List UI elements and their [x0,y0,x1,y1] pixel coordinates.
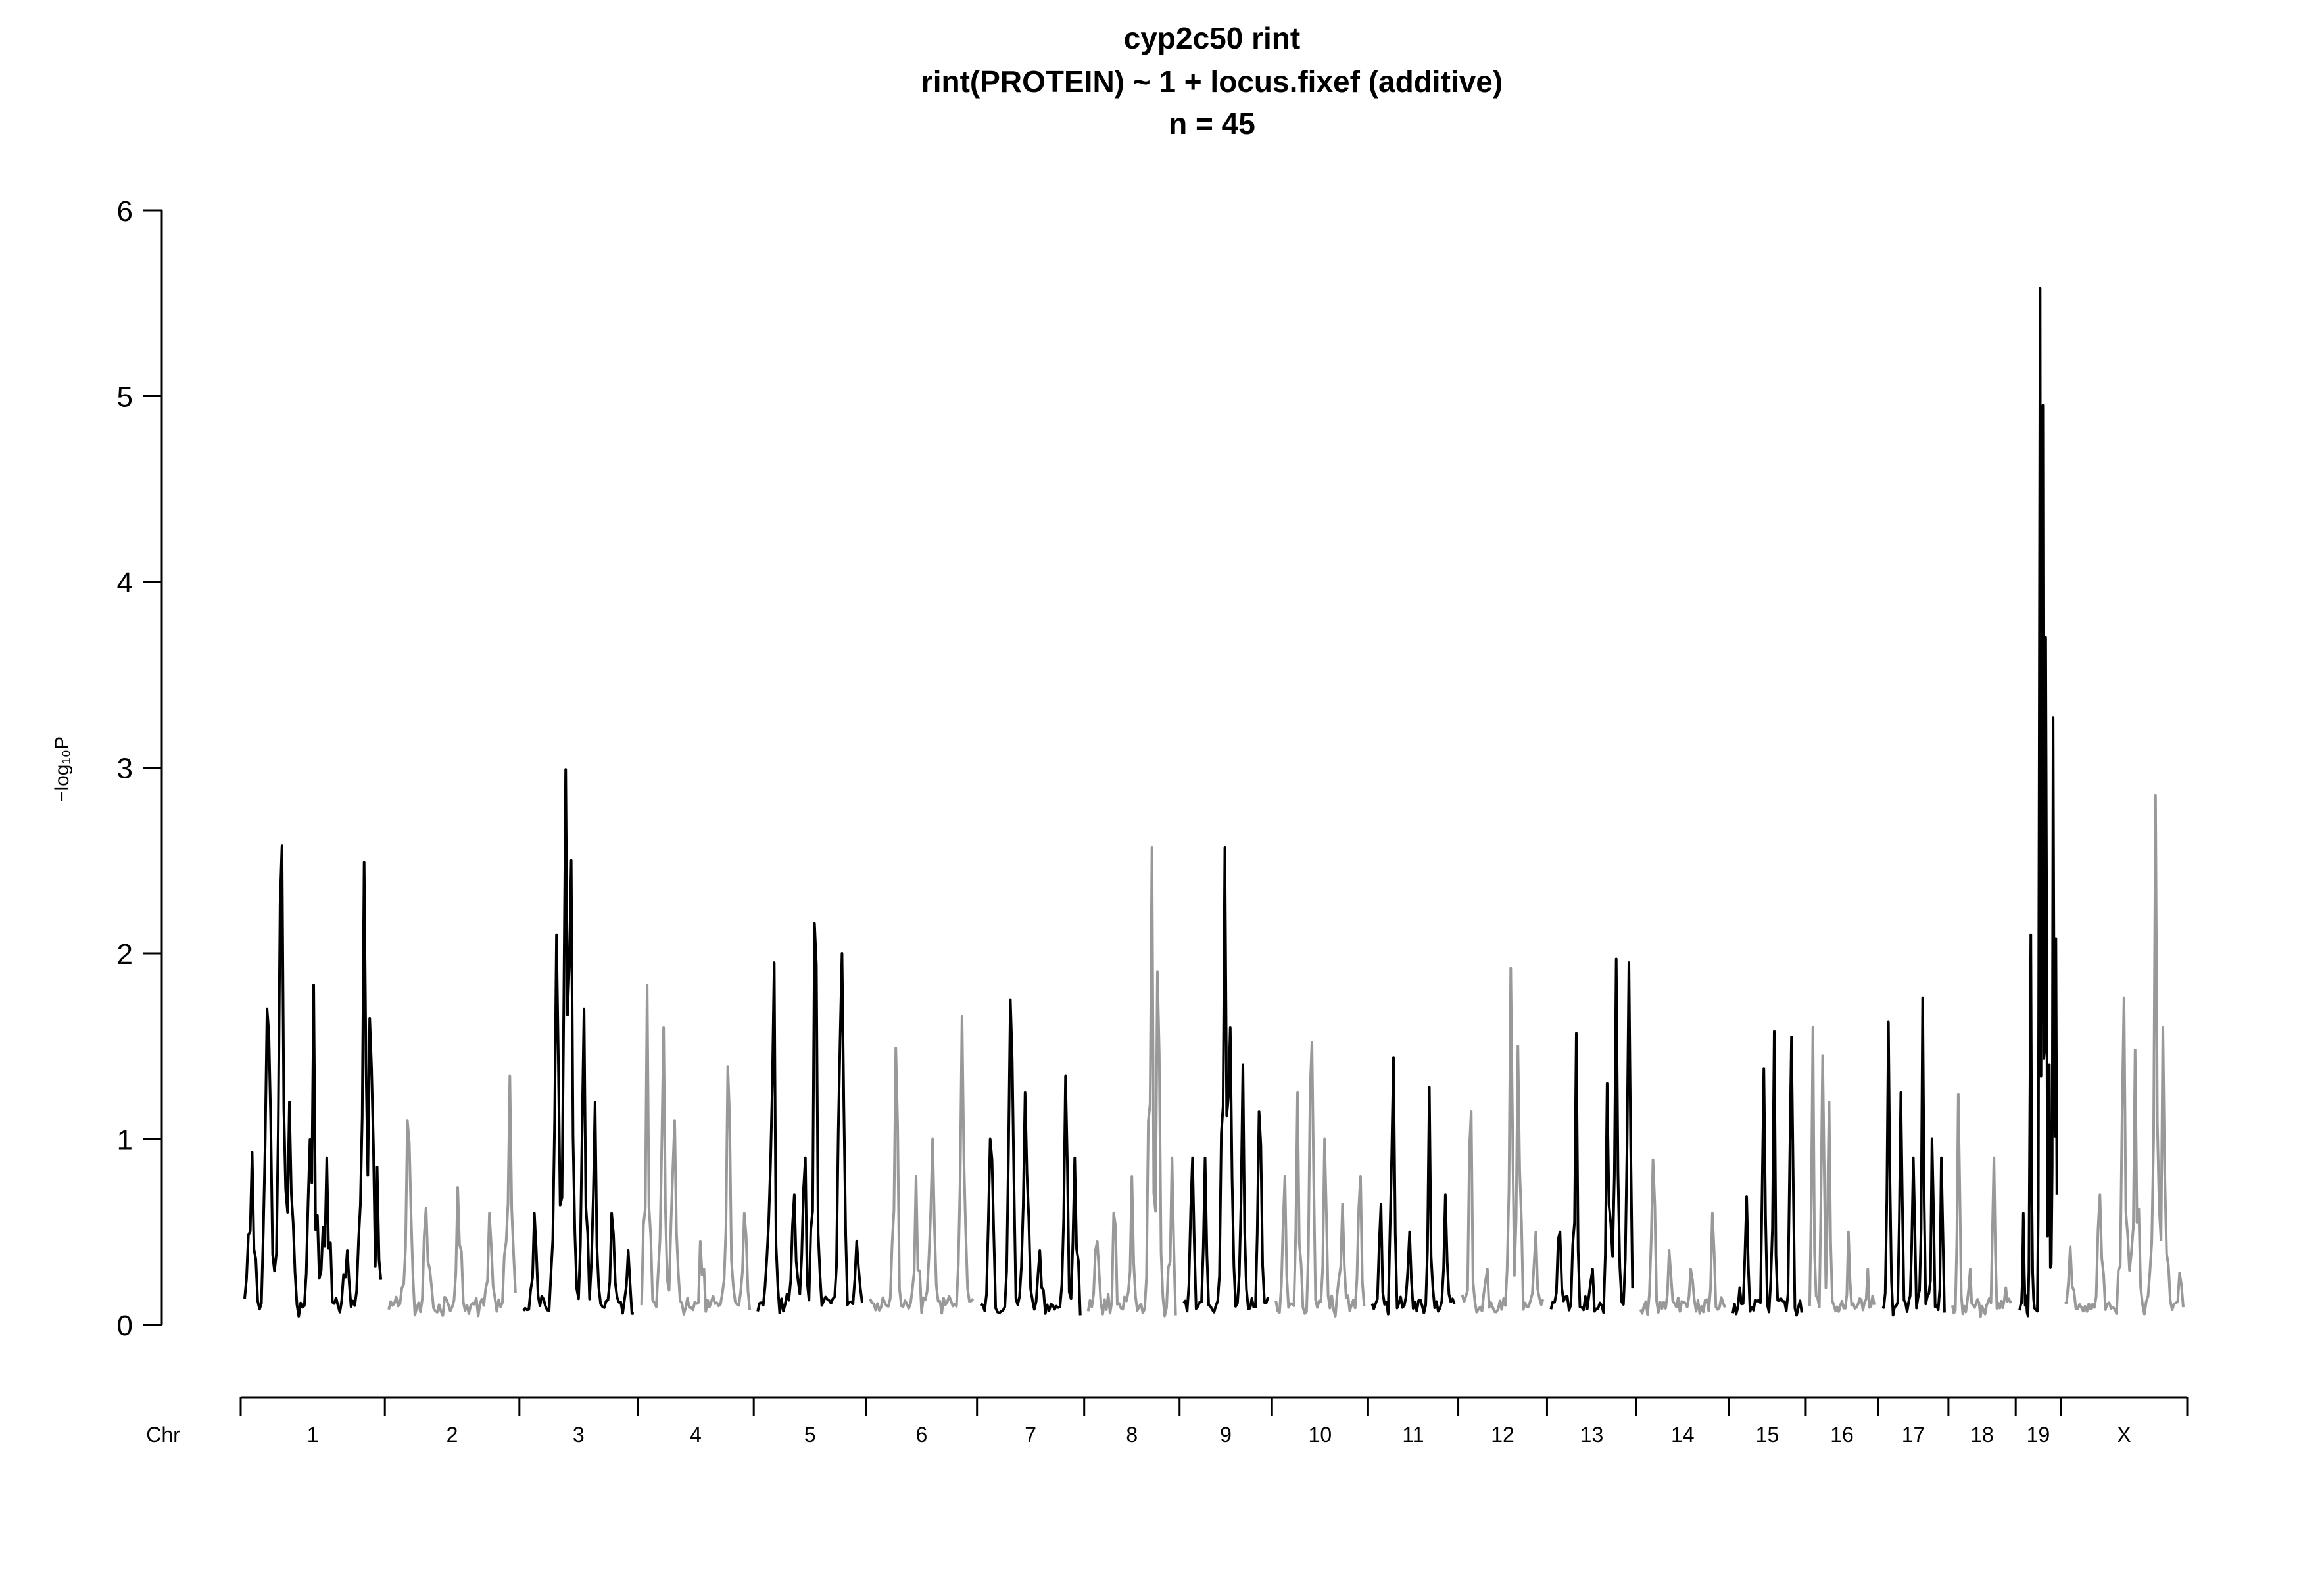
y-tick-label: 6 [117,195,133,227]
chromosome-series-line-3 [522,768,635,1316]
chromosome-series-line-12 [1461,967,1545,1314]
chart-subtitle: rint(PROTEIN) ~ 1 + locus.fixef (additiv… [921,64,1503,99]
x-tick-label-chr-7: 7 [1025,1423,1036,1446]
chromosome-series-line-2 [387,1074,517,1318]
x-tick-label-chr-8: 8 [1126,1423,1138,1446]
y-tick-label: 1 [117,1124,133,1157]
y-axis: 0 1 2 3 4 5 6 [117,195,163,1342]
x-tick-label-chr-6: 6 [915,1423,927,1446]
x-axis: 1 2 3 4 5 6 7 8 9 10 11 12 13 14 15 16 17 18 19 X [239,1396,2189,1446]
y-tick-label: 0 [117,1310,133,1342]
x-tick-label-chr-1: 1 [307,1423,319,1446]
y-axis-label: −log₁₀P [51,736,73,802]
chromosome-series-line-9 [1182,846,1270,1314]
x-tick-label-chr-14: 14 [1671,1423,1695,1446]
x-axis-label: Chr [146,1423,180,1446]
chromosome-series-line-4 [640,984,752,1316]
chromosome-series-line-7 [980,998,1082,1316]
chromosome-series-line-8 [1086,846,1177,1318]
y-tick-label: 5 [117,381,133,414]
y-tick-label: 4 [117,567,133,599]
x-tick-label-chr-16: 16 [1830,1423,1854,1446]
x-tick-label-chr-5: 5 [804,1423,816,1446]
chromosome-series-line-13 [1549,957,1634,1314]
chromosome-series-line-16 [1808,1026,1876,1313]
x-tick-label-chr-4: 4 [690,1423,702,1446]
x-tick-label-chr-10: 10 [1309,1423,1332,1446]
x-tick-label-chr-13: 13 [1580,1423,1604,1446]
x-tick-label-chr-19: 19 [2027,1423,2050,1446]
y-tick-label: 2 [117,938,133,970]
x-tick-label-chr-2: 2 [447,1423,458,1446]
chromosome-series [243,287,2185,1318]
x-tick-label-chr-11: 11 [1402,1423,1424,1446]
chart-title: cyp2c50 rint [1124,21,1300,55]
chart-sample-size: n = 45 [1169,107,1255,141]
chromosome-series-line-5 [756,922,864,1314]
y-tick-label: 3 [117,753,133,785]
chromosome-series-line-6 [869,1015,975,1315]
chromosome-series-line-18 [1950,1093,2013,1318]
chromosome-series-line-19 [2018,287,2058,1318]
x-tick-label-chr-15: 15 [1756,1423,1779,1446]
chromosome-series-line-11 [1370,1056,1456,1316]
chromosome-series-line-1 [243,844,383,1318]
x-tick-label-chr-18: 18 [1970,1423,1994,1446]
chart-titles: cyp2c50 rint rint(PROTEIN) ~ 1 + locus.f… [921,21,1503,141]
chromosome-series-line-10 [1274,1041,1366,1318]
x-tick-label-chr-X: X [2117,1423,2131,1446]
x-tick-label-chr-17: 17 [1902,1423,1925,1446]
x-tick-label-chr-12: 12 [1491,1423,1514,1446]
chromosome-series-line-17 [1881,996,1946,1317]
chromosome-series-line-X [2064,794,2185,1316]
x-tick-label-chr-9: 9 [1220,1423,1232,1446]
chromosome-series-line-14 [1639,1158,1726,1316]
chromosome-series-line-15 [1731,1030,1803,1317]
x-tick-label-chr-3: 3 [573,1423,585,1446]
